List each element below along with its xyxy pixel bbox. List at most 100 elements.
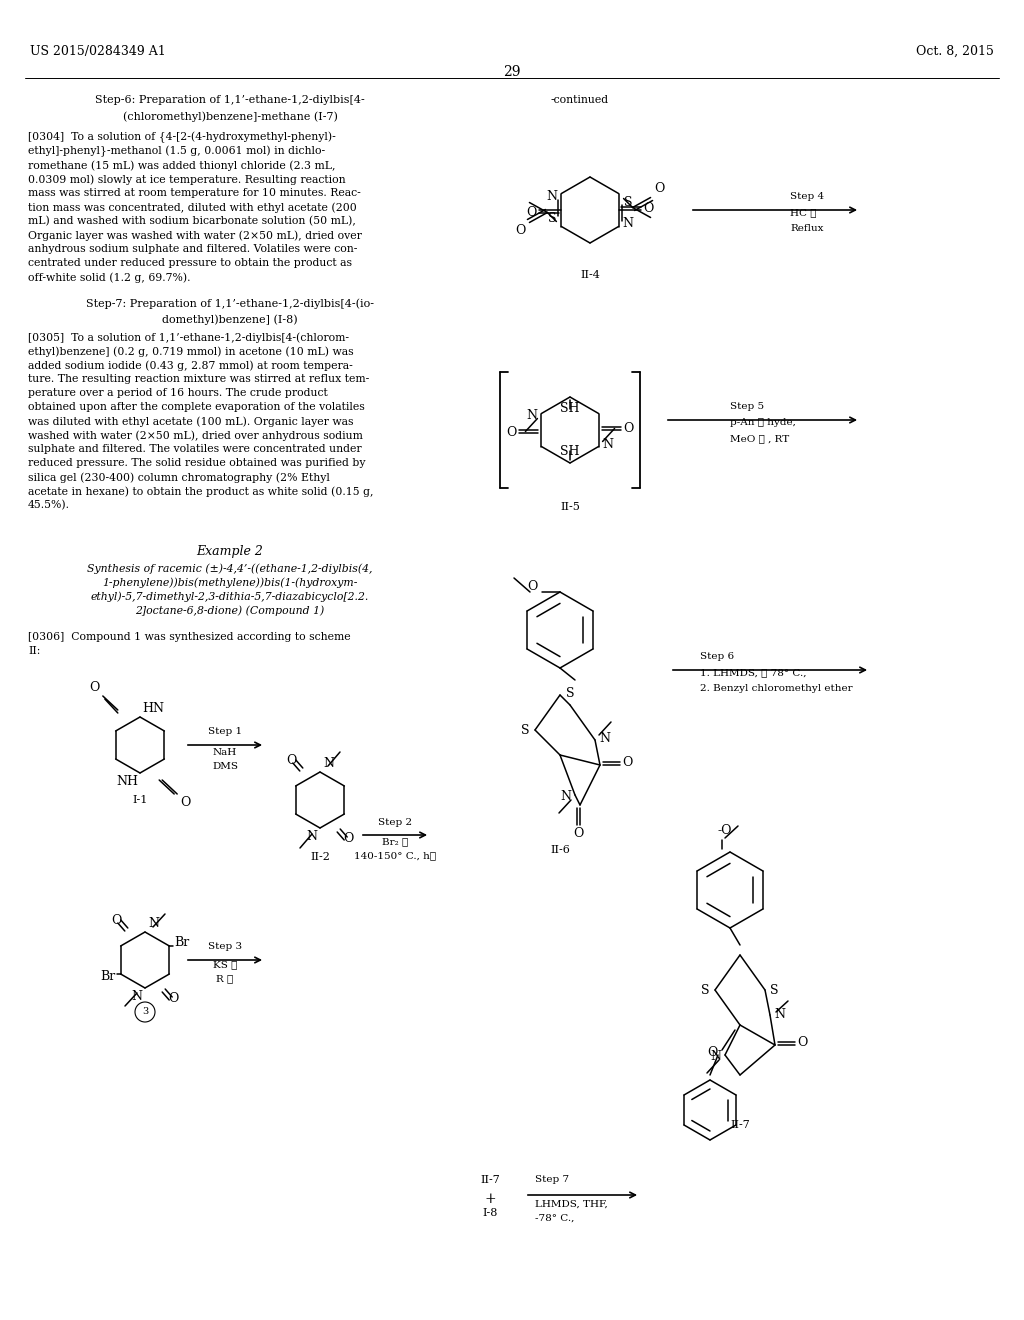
Text: 0.0309 mol) slowly at ice temperature. Resulting reaction: 0.0309 mol) slowly at ice temperature. R… xyxy=(28,174,346,185)
Text: II:: II: xyxy=(28,645,40,656)
Text: O: O xyxy=(527,581,538,594)
Text: Br₂ ⓣ: Br₂ ⓣ xyxy=(382,837,409,846)
Text: MeO ⓣ , RT: MeO ⓣ , RT xyxy=(730,434,790,444)
Text: [0304]  To a solution of {4-[2-(4-hydroxymethyl-phenyl)-: [0304] To a solution of {4-[2-(4-hydroxy… xyxy=(28,132,336,144)
Text: Organic layer was washed with water (2×50 mL), dried over: Organic layer was washed with water (2×5… xyxy=(28,230,361,240)
Text: LHMDS, THF,: LHMDS, THF, xyxy=(535,1200,608,1209)
Text: Step 4: Step 4 xyxy=(790,191,824,201)
Text: mL) and washed with sodium bicarbonate solution (50 mL),: mL) and washed with sodium bicarbonate s… xyxy=(28,216,356,226)
Text: II-6: II-6 xyxy=(550,845,570,855)
Text: Reflux: Reflux xyxy=(790,224,823,234)
Text: N: N xyxy=(560,791,571,804)
Text: anhydrous sodium sulphate and filtered. Volatiles were con-: anhydrous sodium sulphate and filtered. … xyxy=(28,244,357,253)
Text: Step 7: Step 7 xyxy=(535,1175,569,1184)
Text: Step 6: Step 6 xyxy=(700,652,734,661)
Text: reduced pressure. The solid residue obtained was purified by: reduced pressure. The solid residue obta… xyxy=(28,458,366,469)
Text: S: S xyxy=(624,195,632,209)
Text: HN: HN xyxy=(142,702,164,715)
Text: Oct. 8, 2015: Oct. 8, 2015 xyxy=(916,45,994,58)
Text: Step 1: Step 1 xyxy=(208,727,242,737)
Text: O: O xyxy=(506,425,516,438)
Text: 45.5%).: 45.5%). xyxy=(28,500,70,511)
Text: II-7: II-7 xyxy=(730,1119,750,1130)
Text: II-4: II-4 xyxy=(580,271,600,280)
Text: -78° C.,: -78° C., xyxy=(535,1214,574,1224)
Text: 2]octane-6,8-dione) (Compound 1): 2]octane-6,8-dione) (Compound 1) xyxy=(135,605,325,615)
Text: O: O xyxy=(168,993,178,1006)
Text: II-5: II-5 xyxy=(560,502,580,512)
Text: O: O xyxy=(572,828,584,840)
Text: N: N xyxy=(526,409,538,422)
Text: II-7: II-7 xyxy=(480,1175,500,1185)
Text: KS ⓣ: KS ⓣ xyxy=(213,960,238,969)
Text: was diluted with ethyl acetate (100 mL). Organic layer was: was diluted with ethyl acetate (100 mL).… xyxy=(28,416,353,426)
Text: SH: SH xyxy=(560,403,580,414)
Text: O: O xyxy=(797,1036,807,1049)
Text: domethyl)benzene] (I-8): domethyl)benzene] (I-8) xyxy=(162,314,298,325)
Text: Step-6: Preparation of 1,1’-ethane-1,2-diylbis[4-: Step-6: Preparation of 1,1’-ethane-1,2-d… xyxy=(95,95,365,106)
Text: Step 5: Step 5 xyxy=(730,403,764,411)
Text: ethyl]-phenyl}-methanol (1.5 g, 0.0061 mol) in dichlo-: ethyl]-phenyl}-methanol (1.5 g, 0.0061 m… xyxy=(28,147,326,157)
Text: ethyl)benzene] (0.2 g, 0.719 mmol) in acetone (10 mL) was: ethyl)benzene] (0.2 g, 0.719 mmol) in ac… xyxy=(28,346,353,356)
Text: O: O xyxy=(622,756,633,770)
Text: N: N xyxy=(774,1008,785,1022)
Text: N: N xyxy=(623,216,634,230)
Text: O: O xyxy=(526,206,537,219)
Text: O: O xyxy=(708,1047,718,1060)
Text: S: S xyxy=(770,983,778,997)
Text: O: O xyxy=(343,833,353,846)
Text: O: O xyxy=(180,796,190,809)
Text: Step 2: Step 2 xyxy=(378,818,412,828)
Text: S: S xyxy=(548,211,556,224)
Text: 1. LHMDS, ⓣ 78° C.,: 1. LHMDS, ⓣ 78° C., xyxy=(700,668,807,677)
Text: silica gel (230-400) column chromatography (2% Ethyl: silica gel (230-400) column chromatograp… xyxy=(28,473,330,483)
Text: NaH: NaH xyxy=(213,748,238,756)
Text: S: S xyxy=(701,983,710,997)
Text: S: S xyxy=(521,723,530,737)
Text: ethyl)-5,7-dimethyl-2,3-dithia-5,7-diazabicyclo[2.2.: ethyl)-5,7-dimethyl-2,3-dithia-5,7-diaza… xyxy=(91,591,370,602)
Text: N: N xyxy=(148,917,159,931)
Text: 3: 3 xyxy=(142,1007,148,1016)
Text: obtained upon after the complete evaporation of the volatiles: obtained upon after the complete evapora… xyxy=(28,403,365,412)
Text: O: O xyxy=(654,182,665,195)
Text: 2. Benzyl chloromethyl ether: 2. Benzyl chloromethyl ether xyxy=(700,684,853,693)
Text: (chloromethyl)benzene]-methane (I-7): (chloromethyl)benzene]-methane (I-7) xyxy=(123,111,338,121)
Text: N: N xyxy=(131,990,142,1003)
Text: +: + xyxy=(484,1192,496,1206)
Text: Br: Br xyxy=(174,936,189,949)
Text: SH: SH xyxy=(560,445,580,458)
Text: 29: 29 xyxy=(503,65,521,79)
Text: romethane (15 mL) was added thionyl chloride (2.3 mL,: romethane (15 mL) was added thionyl chlo… xyxy=(28,160,336,170)
Text: N: N xyxy=(710,1051,721,1064)
Text: O: O xyxy=(112,915,122,928)
Text: -continued: -continued xyxy=(551,95,609,106)
Text: washed with water (2×50 mL), dried over anhydrous sodium: washed with water (2×50 mL), dried over … xyxy=(28,430,362,441)
Text: ture. The resulting reaction mixture was stirred at reflux tem-: ture. The resulting reaction mixture was… xyxy=(28,374,370,384)
Text: N: N xyxy=(599,731,610,744)
Text: US 2015/0284349 A1: US 2015/0284349 A1 xyxy=(30,45,166,58)
Text: S: S xyxy=(565,686,574,700)
Text: N: N xyxy=(323,756,334,770)
Text: added sodium iodide (0.43 g, 2.87 mmol) at room tempera-: added sodium iodide (0.43 g, 2.87 mmol) … xyxy=(28,360,352,371)
Text: 1-phenylene))bis(methylene))bis(1-(hydroxym-: 1-phenylene))bis(methylene))bis(1-(hydro… xyxy=(102,577,357,587)
Text: DMS: DMS xyxy=(212,762,238,771)
Text: acetate in hexane) to obtain the product as white solid (0.15 g,: acetate in hexane) to obtain the product… xyxy=(28,486,374,496)
Text: N: N xyxy=(306,830,317,843)
Text: off-white solid (1.2 g, 69.7%).: off-white solid (1.2 g, 69.7%). xyxy=(28,272,190,282)
Text: I-8: I-8 xyxy=(482,1208,498,1218)
Text: [0305]  To a solution of 1,1’-ethane-1,2-diylbis[4-(chlorom-: [0305] To a solution of 1,1’-ethane-1,2-… xyxy=(28,333,349,343)
Text: I-1: I-1 xyxy=(132,795,147,805)
Text: HC ⓣ: HC ⓣ xyxy=(790,209,816,216)
Text: O: O xyxy=(287,755,297,767)
Text: [0306]  Compound 1 was synthesized according to scheme: [0306] Compound 1 was synthesized accord… xyxy=(28,632,350,642)
Text: Br: Br xyxy=(100,970,116,983)
Text: N: N xyxy=(602,438,613,451)
Text: N: N xyxy=(547,190,557,203)
Text: O: O xyxy=(624,421,634,434)
Text: 140-150° C., hⓣ: 140-150° C., hⓣ xyxy=(354,851,436,861)
Text: perature over a period of 16 hours. The crude product: perature over a period of 16 hours. The … xyxy=(28,388,328,399)
Text: Synthesis of racemic (±)-4,4’-((ethane-1,2-diylbis(4,: Synthesis of racemic (±)-4,4’-((ethane-1… xyxy=(87,564,373,574)
Text: tion mass was concentrated, diluted with ethyl acetate (200: tion mass was concentrated, diluted with… xyxy=(28,202,356,213)
Text: O: O xyxy=(89,681,99,694)
Text: II-2: II-2 xyxy=(310,851,330,862)
